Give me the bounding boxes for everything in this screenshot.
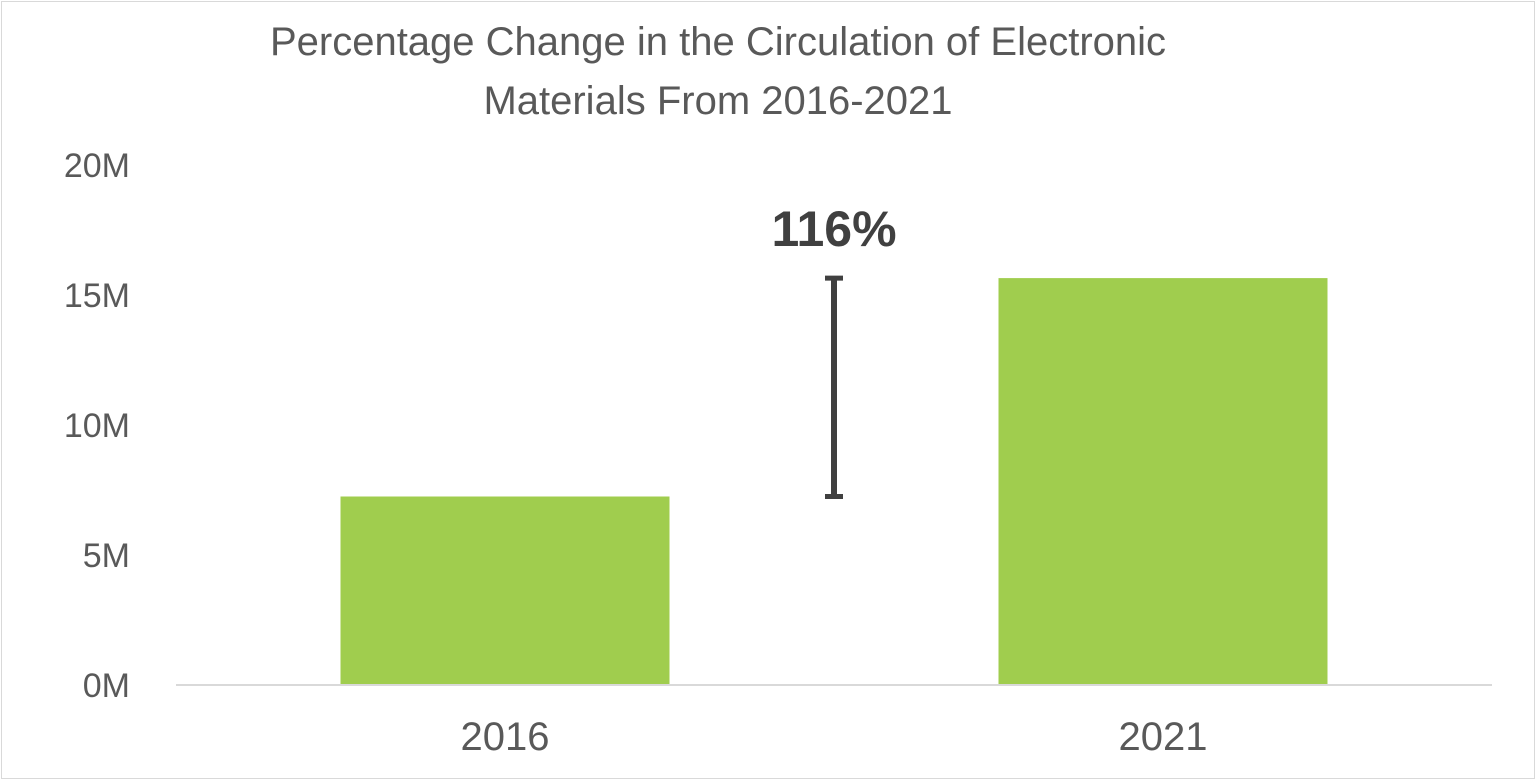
bar-2016 [340,496,670,685]
bars [340,278,1328,685]
chart-title-line-1: Percentage Change in the Circulation of … [270,20,1166,64]
annotation-label: 116% [771,201,896,257]
x-tick-label-2021: 2021 [1119,715,1208,759]
y-tick-label: 15M [64,277,130,315]
x-axis-tick-labels: 2016 2021 [461,715,1208,759]
y-tick-label: 0M [83,667,130,705]
chart-title-line-2: Materials From 2016-2021 [483,79,952,123]
change-annotation: 116% [771,201,897,499]
chart-title: Percentage Change in the Circulation of … [270,20,1166,123]
y-axis-tick-labels: 0M 5M 10M 15M 20M [64,147,130,705]
y-tick-label: 5M [83,537,130,575]
x-tick-label-2016: 2016 [461,715,550,759]
bar-2021 [998,278,1328,685]
y-tick-label: 10M [64,407,130,445]
y-tick-label: 20M [64,147,130,185]
